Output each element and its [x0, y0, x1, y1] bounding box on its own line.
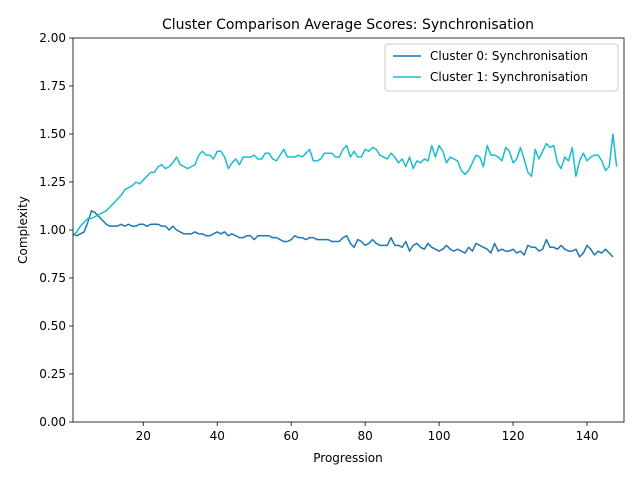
y-axis-label: Complexity: [16, 196, 30, 264]
y-tick-label: 2.00: [39, 31, 66, 45]
y-tick-label: 0.75: [39, 271, 66, 285]
series-line-cluster-0: [72, 210, 614, 258]
x-tick-label: 80: [358, 429, 373, 443]
y-tick-label: 1.50: [39, 127, 66, 141]
x-tick-label: 120: [502, 429, 525, 443]
axes-layer: 20 40 60 80 100 120 140 0.00 0.25 0.50 0.75 1.00 1.2…: [39, 31, 625, 443]
y-tick-label: 1.25: [39, 175, 66, 189]
x-tick-label: 140: [576, 429, 599, 443]
legend-label-cluster-0: Cluster 0: Synchronisation: [430, 49, 588, 63]
x-tick-label: 100: [428, 429, 451, 443]
x-axis-label: Progression: [313, 451, 383, 465]
x-tick-label: 20: [136, 429, 151, 443]
series-layer: [72, 133, 618, 258]
y-tick-label: 1.00: [39, 223, 66, 237]
legend-label-cluster-1: Cluster 1: Synchronisation: [430, 70, 588, 84]
y-tick-label: 1.75: [39, 79, 66, 93]
x-tick-label: 40: [210, 429, 225, 443]
series-line-cluster-1: [72, 133, 618, 237]
legend-box: [384, 43, 619, 92]
y-tick-label: 0.25: [39, 367, 66, 381]
y-tick-label: 0.00: [39, 415, 66, 429]
chart-title: Cluster Comparison Average Scores: Synch…: [162, 17, 534, 33]
y-tick-label: 0.50: [39, 319, 66, 333]
x-tick-label: 60: [284, 429, 299, 443]
plot-area: [73, 38, 624, 422]
legend: Cluster 0: Synchronisation Cluster 1: Syn…: [384, 43, 619, 92]
